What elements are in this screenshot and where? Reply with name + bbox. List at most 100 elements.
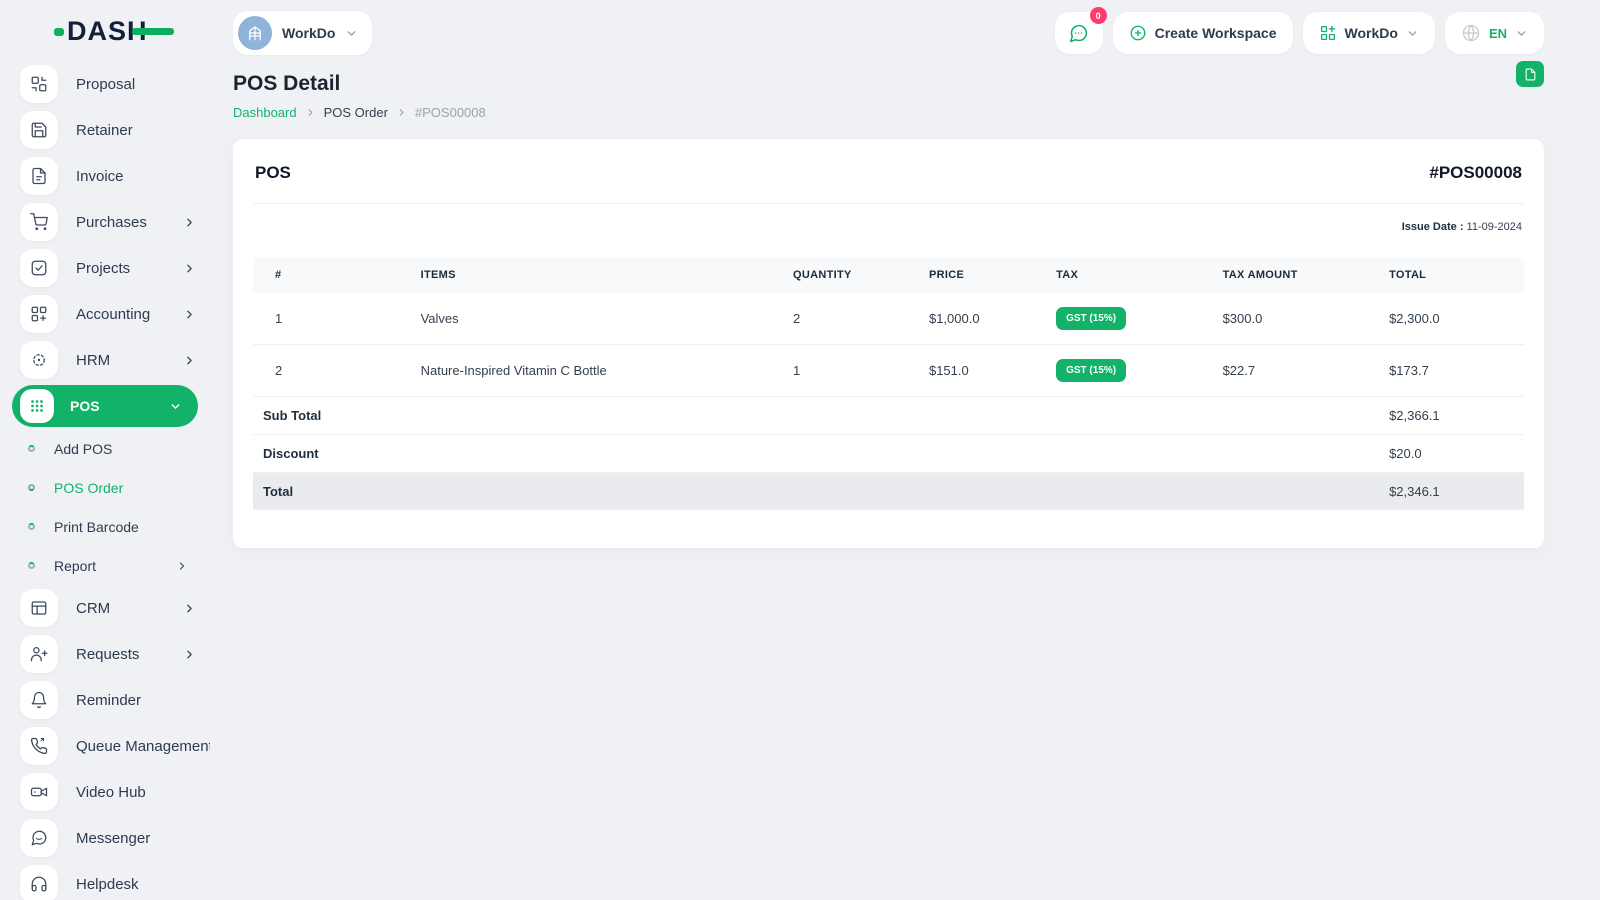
sidebar-item-projects[interactable]: Projects xyxy=(0,245,210,291)
video-camera-icon xyxy=(20,773,58,811)
pos-number: #POS00008 xyxy=(1429,163,1522,182)
chevron-right-icon xyxy=(187,218,192,226)
sidebar-item-accounting[interactable]: Accounting xyxy=(0,291,210,337)
cell-tax: GST (15%) xyxy=(1046,344,1213,397)
card-title: POS xyxy=(255,163,291,182)
breadcrumb-pos-order[interactable]: POS Order xyxy=(323,105,388,120)
cell-index: 1 xyxy=(253,293,411,345)
issue-date-line: Issue Date : 11-09-2024 xyxy=(253,221,1522,233)
total-value: $2,346.1 xyxy=(1379,472,1524,510)
bullet-icon xyxy=(28,562,35,569)
reminder-icon xyxy=(20,681,58,719)
file-icon xyxy=(1525,68,1535,80)
sidebar-item-queue-management[interactable]: Queue Management xyxy=(0,723,210,769)
globe-icon xyxy=(1462,24,1480,42)
requests-icon xyxy=(20,635,58,673)
crm-icon xyxy=(20,589,58,627)
sidebar-subitem-label: Add POS xyxy=(54,440,113,457)
sidebar-item-video-hub[interactable]: Video Hub xyxy=(0,769,210,815)
topbar: WorkDo 0 Create Workspace WorkDo xyxy=(210,0,1600,58)
pos-submenu: Add POS POS Order Print Barcode Report xyxy=(0,429,210,585)
workspace-avatar xyxy=(238,16,272,50)
chevron-right-icon xyxy=(187,264,192,272)
export-pos-button[interactable] xyxy=(1516,61,1544,87)
breadcrumb-current: #POS00008 xyxy=(414,105,486,120)
brand-logo[interactable]: DASH xyxy=(54,18,210,45)
cell-quantity: 2 xyxy=(782,293,919,345)
workspace-selector[interactable]: WorkDo xyxy=(233,11,373,55)
sidebar: DASH Proposal Retainer Invoice xyxy=(0,0,210,900)
discount-row: Discount $20.0 xyxy=(253,434,1524,473)
chat-count-badge: 0 xyxy=(1089,7,1107,24)
sidebar-item-label: Reminder xyxy=(76,691,142,709)
breadcrumb-dashboard[interactable]: Dashboard xyxy=(233,105,297,120)
tax-badge: GST (15%) xyxy=(1056,307,1127,330)
cell-tax: GST (15%) xyxy=(1046,293,1213,345)
sidebar-item-proposal[interactable]: Proposal xyxy=(0,61,210,107)
sidebar-item-messenger[interactable]: Messenger xyxy=(0,815,210,861)
main-area: WorkDo 0 Create Workspace WorkDo xyxy=(210,0,1600,900)
accounting-icon xyxy=(20,295,58,333)
chevron-down-icon xyxy=(1517,30,1526,36)
issue-date-value: 11-09-2024 xyxy=(1466,221,1522,233)
cell-item: Valves xyxy=(410,293,783,345)
chevron-right-icon xyxy=(187,604,192,612)
sidebar-item-pos[interactable]: POS xyxy=(12,385,198,427)
cell-tax-amount: $300.0 xyxy=(1212,293,1380,345)
sidebar-item-reminder[interactable]: Reminder xyxy=(0,677,210,723)
pos-detail-card: POS #POS00008 Issue Date : 11-09-2024 # … xyxy=(233,139,1544,548)
bullet-icon xyxy=(28,445,35,452)
chevron-right-icon xyxy=(187,356,192,364)
sidebar-item-label: Purchases xyxy=(76,213,147,231)
sidebar-item-requests[interactable]: Requests xyxy=(0,631,210,677)
table-row: 2 Nature-Inspired Vitamin C Bottle 1 $15… xyxy=(253,344,1524,397)
proposal-icon xyxy=(20,65,58,103)
sidebar-item-purchases[interactable]: Purchases xyxy=(0,199,210,245)
column-header-total: TOTAL xyxy=(1379,257,1524,293)
chat-bubble-icon xyxy=(20,819,58,857)
sidebar-item-label: Retainer xyxy=(76,121,133,139)
subtotal-label: Sub Total xyxy=(253,396,411,435)
create-workspace-button[interactable]: Create Workspace xyxy=(1112,12,1293,54)
sidebar-subitem-report[interactable]: Report xyxy=(0,546,210,585)
sidebar-item-label: Helpdesk xyxy=(76,875,139,893)
subtotal-value: $2,366.1 xyxy=(1379,396,1524,435)
chevron-right-icon xyxy=(399,109,404,116)
sidebar-item-helpdesk[interactable]: Helpdesk xyxy=(0,861,210,900)
cell-item: Nature-Inspired Vitamin C Bottle xyxy=(410,344,783,397)
language-selector[interactable]: EN xyxy=(1444,12,1544,54)
app-switcher-button[interactable]: WorkDo xyxy=(1302,12,1435,54)
sidebar-item-crm[interactable]: CRM xyxy=(0,585,210,631)
sidebar-item-label: HRM xyxy=(76,351,111,369)
sidebar-subitem-label: POS Order xyxy=(54,479,124,496)
sidebar-item-label: Video Hub xyxy=(76,783,146,801)
chevron-right-icon xyxy=(187,650,192,658)
grid-plus-icon xyxy=(1320,25,1335,41)
cell-total: $2,300.0 xyxy=(1379,293,1524,345)
sidebar-subitem-pos-order[interactable]: POS Order xyxy=(0,468,210,507)
column-header-items: ITEMS xyxy=(410,257,783,293)
sidebar-item-label: Messenger xyxy=(76,829,151,847)
issue-date-label: Issue Date : xyxy=(1401,221,1464,233)
column-header-price: PRICE xyxy=(918,257,1047,293)
language-label: EN xyxy=(1488,25,1507,41)
bullet-icon xyxy=(28,523,35,530)
sidebar-item-invoice[interactable]: Invoice xyxy=(0,153,210,199)
cell-tax-amount: $22.7 xyxy=(1212,344,1380,397)
chat-button[interactable]: 0 xyxy=(1054,7,1107,54)
hrm-icon xyxy=(20,341,58,379)
sidebar-item-retainer[interactable]: Retainer xyxy=(0,107,210,153)
breadcrumb: Dashboard POS Order #POS00008 xyxy=(233,105,1544,120)
cell-quantity: 1 xyxy=(782,344,919,397)
workspace-name: WorkDo xyxy=(282,25,336,41)
sidebar-item-label: Requests xyxy=(76,645,140,663)
sidebar-item-label: POS xyxy=(70,398,100,414)
sidebar-subitem-add-pos[interactable]: Add POS xyxy=(0,429,210,468)
page-title: POS Detail xyxy=(233,72,341,95)
sidebar-subitem-print-barcode[interactable]: Print Barcode xyxy=(0,507,210,546)
sidebar-menu: Proposal Retainer Invoice Purchases xyxy=(0,61,210,900)
sidebar-item-hrm[interactable]: HRM xyxy=(0,337,210,383)
queue-phone-icon xyxy=(20,727,58,765)
chevron-right-icon xyxy=(308,109,313,116)
